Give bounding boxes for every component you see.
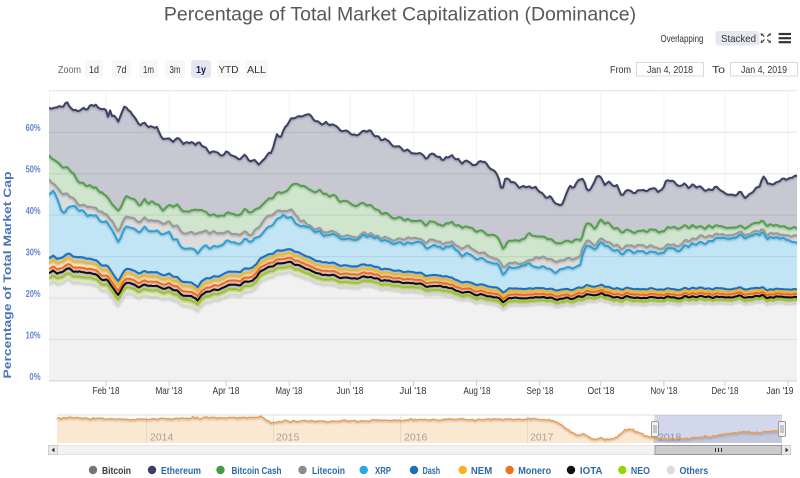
svg-text:2017: 2017 — [530, 432, 554, 444]
svg-text:Jan 4, 2019: Jan 4, 2019 — [741, 64, 787, 76]
svg-text:IOTA: IOTA — [580, 465, 603, 477]
svg-text:Bitcoin Cash: Bitcoin Cash — [232, 465, 282, 477]
svg-text:10%: 10% — [26, 330, 41, 342]
svg-text:Jan '19: Jan '19 — [767, 386, 794, 397]
svg-text:Ethereum: Ethereum — [161, 465, 201, 477]
svg-text:Litecoin: Litecoin — [312, 465, 345, 477]
svg-text:YTD: YTD — [219, 64, 239, 76]
svg-text:Sep '18: Sep '18 — [527, 386, 554, 397]
svg-text:3m: 3m — [170, 64, 181, 76]
svg-text:Jun '18: Jun '18 — [337, 386, 364, 397]
svg-text:Stacked: Stacked — [721, 33, 756, 45]
svg-text:NEM: NEM — [471, 465, 493, 477]
svg-text:Zoom: Zoom — [58, 64, 81, 76]
svg-text:2015: 2015 — [276, 432, 300, 444]
svg-text:Mar '18: Mar '18 — [156, 386, 183, 397]
svg-text:30%: 30% — [26, 247, 41, 259]
svg-text:Feb '18: Feb '18 — [93, 386, 120, 397]
svg-text:Jan 4, 2018: Jan 4, 2018 — [647, 64, 693, 76]
svg-text:Percentage of Total Market Cap: Percentage of Total Market Capitalizatio… — [164, 4, 636, 26]
svg-text:Jul '18: Jul '18 — [400, 386, 427, 397]
svg-text:Nov '18: Nov '18 — [651, 386, 678, 397]
svg-text:Bitcoin: Bitcoin — [102, 465, 131, 477]
svg-text:1d: 1d — [89, 64, 99, 76]
svg-text:Aug '18: Aug '18 — [464, 386, 491, 397]
svg-text:2014: 2014 — [150, 432, 174, 444]
svg-text:Dec '18: Dec '18 — [712, 386, 739, 397]
svg-text:ALL: ALL — [247, 64, 266, 76]
svg-text:7d: 7d — [117, 64, 127, 76]
svg-text:2016: 2016 — [404, 432, 428, 444]
svg-text:2018: 2018 — [658, 432, 682, 444]
svg-text:50%: 50% — [26, 164, 41, 176]
svg-text:Oct '18: Oct '18 — [588, 386, 615, 397]
svg-text:NEO: NEO — [631, 465, 650, 477]
svg-text:Others: Others — [680, 465, 709, 477]
svg-text:Dash: Dash — [423, 465, 441, 477]
svg-text:May '18: May '18 — [276, 386, 303, 397]
svg-text:Apr '18: Apr '18 — [213, 386, 240, 397]
svg-text:1m: 1m — [143, 64, 154, 76]
svg-text:1y: 1y — [196, 64, 206, 76]
svg-text:0%: 0% — [29, 371, 41, 383]
svg-text:20%: 20% — [26, 288, 41, 300]
svg-text:Percentage of Total Market Cap: Percentage of Total Market Cap — [2, 171, 14, 378]
svg-text:To: To — [712, 64, 725, 76]
svg-text:XRP: XRP — [375, 465, 391, 477]
svg-text:Overlapping: Overlapping — [661, 33, 704, 45]
svg-text:60%: 60% — [26, 122, 41, 134]
svg-text:Monero: Monero — [518, 465, 551, 477]
svg-text:40%: 40% — [26, 205, 41, 217]
svg-text:From: From — [610, 64, 631, 76]
